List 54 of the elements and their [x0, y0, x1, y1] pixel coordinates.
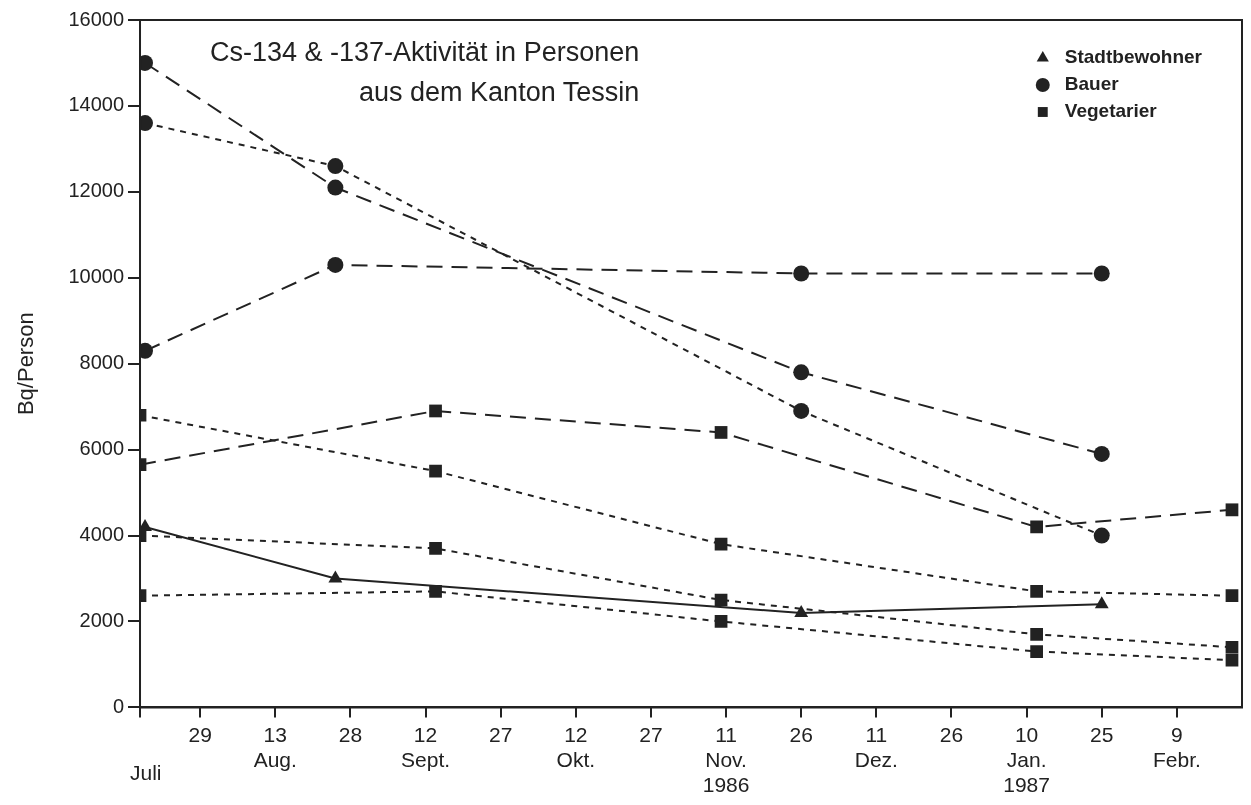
x-tick-label: 28 — [338, 722, 363, 746]
x-tick-label: 12 Okt. — [556, 722, 596, 771]
x-tick-label: 9 Febr. — [1152, 722, 1201, 771]
point — [793, 402, 810, 419]
legend-label: Stadtbewohner — [1064, 46, 1203, 68]
point — [1225, 640, 1239, 654]
y-tick-label: 0 — [112, 694, 125, 717]
x-tick-label: 13 Aug. — [253, 722, 297, 771]
y-tick-label: 14000 — [68, 93, 125, 116]
y-tick-label: 12000 — [68, 179, 125, 202]
text: Juli — [130, 761, 162, 785]
x-tick-label: 12 Sept. — [401, 722, 451, 771]
x-tick-label: 11 Dez. — [854, 722, 898, 771]
text: Cs-134 & -137-Aktivität in Personen aus dem Kanton Tessin — [210, 37, 640, 108]
point — [429, 542, 442, 555]
legend-label: Vegetarier — [1064, 100, 1158, 122]
point — [327, 256, 344, 273]
point — [429, 464, 442, 478]
x-tick-label: 10 Jan. 1987 — [1003, 722, 1050, 797]
x-tick-label: 25 — [1090, 722, 1114, 746]
x-tick-label: 26 — [939, 722, 964, 746]
point — [327, 158, 344, 175]
point — [1225, 503, 1239, 517]
point — [793, 265, 810, 282]
legend-label: Bauer — [1064, 73, 1120, 95]
y-tick-label: 10000 — [68, 265, 125, 288]
point — [714, 426, 728, 439]
y-tick-label: 8000 — [79, 351, 125, 374]
y-axis-title: Bq/Person — [13, 312, 39, 416]
point — [793, 364, 810, 381]
point — [328, 570, 343, 583]
y-tick-label: 6000 — [79, 437, 125, 460]
point — [1225, 589, 1239, 603]
x-tick-label: 26 — [789, 722, 813, 746]
x-tick-label: 29 — [188, 722, 212, 746]
y-tick-label: 2000 — [79, 608, 125, 631]
point — [1030, 520, 1043, 534]
point — [1094, 596, 1109, 609]
point — [1093, 265, 1110, 282]
point — [714, 537, 728, 551]
y-tick-label: 16000 — [68, 7, 125, 30]
point — [1093, 445, 1110, 462]
point — [1030, 585, 1043, 598]
x-tick-label: 27 — [639, 722, 663, 746]
y-tick-label: 4000 — [79, 523, 125, 546]
point — [327, 179, 344, 196]
point — [1225, 653, 1239, 667]
point — [1030, 628, 1043, 641]
point — [1030, 645, 1043, 658]
x-tick-label: 11 Nov. 1986 — [702, 722, 750, 797]
point — [1093, 527, 1110, 544]
point — [429, 404, 442, 418]
x-tick-label: 27 — [488, 722, 513, 746]
point — [714, 615, 728, 628]
